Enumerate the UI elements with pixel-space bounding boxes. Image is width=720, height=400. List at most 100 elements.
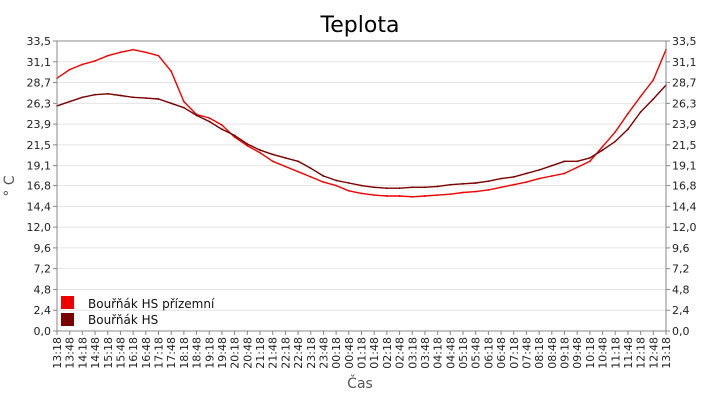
series-2-point (233, 134, 236, 137)
y-tick-label: 31,1 (27, 56, 52, 69)
series-1-point (132, 48, 135, 51)
series-1-point (157, 54, 160, 57)
x-ticks: 13:18 13:48 14:18 14:48 15:18 15:48 16:18 16:48… (51, 331, 673, 369)
series-1-point (627, 112, 629, 115)
series-1-point (525, 181, 528, 184)
series-2-point (170, 102, 173, 105)
series-2-point (208, 120, 211, 123)
series-2-point (271, 153, 274, 156)
y-tick-label: 12,0 (672, 221, 697, 234)
x-tick-label: 16:48 (140, 337, 153, 369)
y-tick-label: 31,1 (672, 56, 697, 69)
series-1-point (259, 151, 261, 154)
series-1-point (271, 160, 274, 163)
x-tick-label: 05:48 (470, 337, 483, 369)
series-1-point (652, 79, 655, 81)
series-layer (56, 48, 667, 198)
series-1-point (563, 172, 566, 175)
x-tick-label: 08:18 (533, 337, 546, 369)
series-1-point (614, 130, 617, 133)
series-1-point (462, 191, 464, 194)
series-2-point (398, 187, 401, 190)
series-2-point (385, 187, 388, 190)
series-1-point (233, 136, 236, 138)
x-tick-label: 02:18 (381, 337, 394, 369)
x-tick-label: 09:18 (559, 337, 572, 369)
y-axis-label: ° C (2, 175, 18, 196)
y-tick-label: 0,0 (34, 325, 52, 338)
series-1-point (284, 165, 287, 168)
series-1-point (487, 188, 490, 191)
x-tick-label: 17:48 (165, 337, 178, 369)
x-tick-label: 21:48 (267, 337, 280, 369)
y-tick-label: 33,5 (27, 35, 52, 48)
y-ticks-right: 0,0 2,4 4,8 7,2 9,6 12,0 14,4 16,8 19,1 21,5 23,9 2… (666, 35, 697, 338)
y-tick-label: 16,8 (27, 180, 52, 193)
series-1-point (411, 195, 414, 198)
y-tick-label: 7,2 (34, 263, 52, 276)
series-2-point (436, 185, 439, 188)
series-1-point (373, 194, 376, 196)
series-1-point (335, 184, 338, 187)
x-tick-label: 07:48 (520, 337, 533, 369)
x-tick-label: 21:18 (254, 337, 267, 369)
series-1-point (144, 51, 147, 54)
legend-label-series-2: Bouřňák HS (88, 313, 158, 327)
x-tick-label: 02:48 (394, 337, 407, 369)
series-2-point (652, 98, 655, 100)
series-2-point (449, 183, 452, 186)
series-1-point (385, 195, 388, 197)
y-tick-label: 0,0 (672, 325, 690, 338)
y-tick-label: 2,4 (672, 304, 690, 317)
series-2-point (106, 92, 109, 95)
chart-title: Teplota (320, 13, 400, 38)
y-tick-label: 26,3 (27, 97, 52, 110)
legend-swatch-series-1 (61, 296, 74, 309)
x-tick-label: 19:48 (216, 337, 229, 369)
series-2-point (614, 140, 617, 143)
x-tick-label: 18:48 (191, 337, 204, 369)
series-1-point (94, 60, 96, 62)
series-1-point (322, 181, 325, 184)
x-tick-label: 12:18 (635, 337, 648, 369)
x-tick-label: 23:48 (317, 337, 330, 369)
x-tick-label: 07:18 (508, 337, 521, 369)
series-1-point (297, 170, 299, 173)
series-1-point (588, 160, 591, 163)
x-tick-label: 23:18 (305, 337, 318, 369)
y-tick-label: 19,1 (672, 160, 697, 173)
series-1-point (601, 145, 604, 148)
x-tick-label: 05:18 (457, 337, 470, 369)
x-tick-label: 00:48 (343, 337, 356, 369)
y-tick-label: 4,8 (672, 283, 690, 296)
series-2-point (525, 172, 528, 175)
y-tick-label: 23,9 (672, 118, 697, 131)
series-2-point (550, 164, 553, 167)
series-1-point (309, 176, 312, 178)
x-tick-label: 03:48 (419, 337, 432, 369)
x-tick-label: 04:48 (444, 337, 457, 369)
series-2-point (639, 111, 642, 113)
y-ticks-left: 0,0 2,4 4,8 7,2 9,6 12,0 14,4 16,8 19,1 21,5 23,9 2… (27, 35, 57, 338)
series-1-point (550, 175, 553, 177)
series-2-point (462, 182, 464, 185)
x-tick-label: 12:48 (647, 337, 660, 369)
y-tick-label: 12,0 (27, 221, 52, 234)
series-2-point (284, 156, 287, 159)
series-1-point (512, 183, 515, 186)
series-2-point (259, 149, 261, 151)
x-tick-label: 00:18 (330, 337, 343, 369)
series-2-point (563, 160, 566, 163)
y-tick-label: 26,3 (672, 97, 697, 110)
x-tick-label: 15:18 (102, 337, 115, 369)
series-1-point (246, 144, 249, 147)
x-tick-label: 16:18 (127, 337, 140, 369)
x-tick-label: 06:48 (495, 337, 508, 369)
series-2-point (246, 143, 249, 145)
y-tick-label: 14,4 (27, 200, 52, 213)
series-2-point (322, 175, 325, 177)
series-1-point (449, 193, 452, 196)
y-tick-label: 28,7 (672, 77, 697, 90)
series-1-point (576, 166, 579, 169)
x-tick-label: 17:18 (153, 337, 166, 369)
